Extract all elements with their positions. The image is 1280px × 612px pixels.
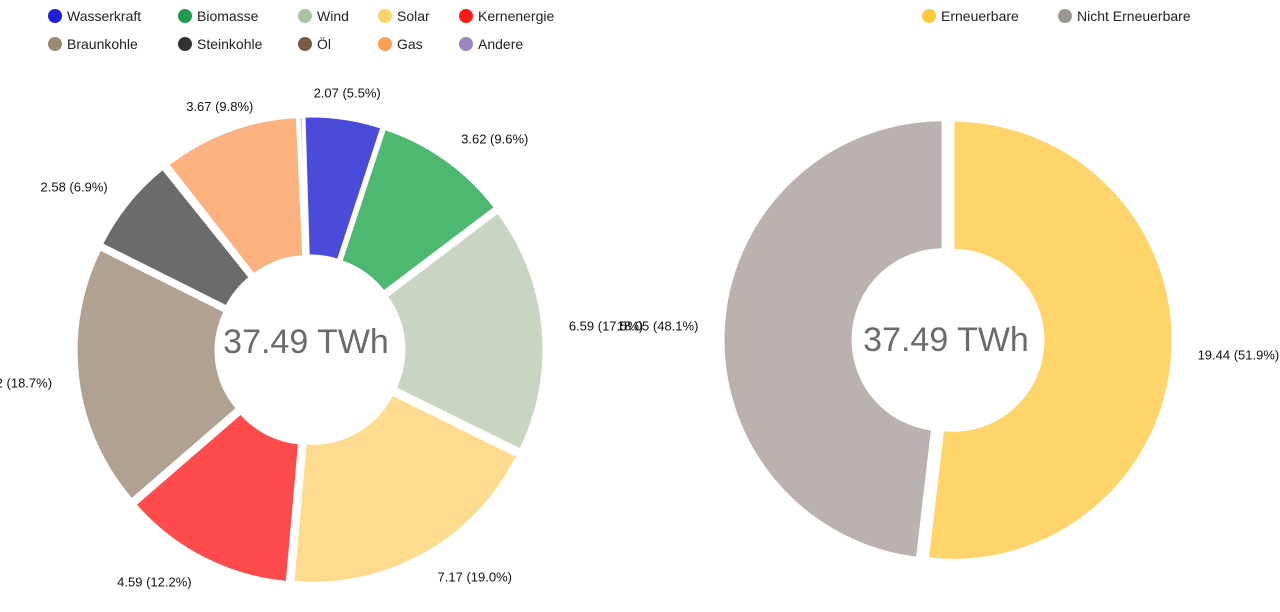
legend-swatch-wind xyxy=(298,9,312,23)
legend-label-andere: Andere xyxy=(478,36,523,52)
legend-item-nicht-erneuerbare[interactable]: Nicht Erneuerbare xyxy=(1058,8,1191,24)
center-total-label-right: 37.49 TWh xyxy=(863,321,1029,359)
legend-label-braunkohle: Braunkohle xyxy=(67,36,138,52)
slice-nicht-erneuerbare[interactable] xyxy=(721,118,945,560)
legend-item-oel[interactable]: Öl xyxy=(298,35,331,52)
legend-swatch-nicht-erneuerbare xyxy=(1058,9,1072,23)
slice-label-kernenergie: 4.59 (12.2%) xyxy=(117,574,191,589)
slice-label-steinkohle: 2.58 (6.9%) xyxy=(41,180,108,195)
legend-label-oel: Öl xyxy=(317,35,331,52)
slice-oel[interactable] xyxy=(162,163,254,279)
legend-swatch-braunkohle xyxy=(48,37,62,51)
legend-swatch-biomasse xyxy=(178,9,192,23)
slice-braunkohle[interactable] xyxy=(74,247,240,502)
slice-label-biomasse: 3.62 (9.6%) xyxy=(461,131,528,146)
legend-swatch-solar xyxy=(378,9,392,23)
slice-gas[interactable] xyxy=(166,115,306,277)
legend-item-solar[interactable]: Solar xyxy=(378,8,430,24)
slice-andere[interactable] xyxy=(297,114,309,258)
slice-label-nicht-erneuerbare: 18.05 (48.1%) xyxy=(617,318,699,333)
legend-item-biomasse[interactable]: Biomasse xyxy=(178,8,259,24)
legend-swatch-erneuerbare xyxy=(922,9,936,23)
legend-item-wind[interactable]: Wind xyxy=(298,8,349,24)
legend-label-steinkohle: Steinkohle xyxy=(197,36,263,52)
legend-item-kernenergie[interactable]: Kernenergie xyxy=(459,8,554,24)
legend-swatch-kernenergie xyxy=(459,9,473,23)
slice-label-wind: 6.59 (17.5%) xyxy=(569,318,643,333)
legend-label-nicht-erneuerbare: Nicht Erneuerbare xyxy=(1077,8,1191,24)
slice-label-braunkohle: 7.02 (18.7%) xyxy=(0,375,52,390)
donut-chart-energy-sources[interactable]: 2.07 (5.5%) 3.62 (9.6%) 6.59 (17.5%) 7.17 (… xyxy=(0,86,643,590)
slice-label-solar: 7.17 (19.0%) xyxy=(438,570,512,585)
legend-label-gas: Gas xyxy=(397,36,423,52)
legend-swatch-andere xyxy=(459,37,473,51)
legend-label-erneuerbare: Erneuerbare xyxy=(941,8,1019,24)
slice-label-gas: 3.67 (9.8%) xyxy=(186,99,253,114)
legend-item-wasserkraft[interactable]: Wasserkraft xyxy=(48,8,141,24)
center-total-label-left: 37.49 TWh xyxy=(223,323,389,361)
slice-kernenergie[interactable] xyxy=(133,411,302,584)
slice-wind[interactable] xyxy=(384,210,546,452)
legend-label-solar: Solar xyxy=(397,8,430,24)
legend-energy-sources[interactable]: Wasserkraft Biomasse Wind Solar Kernenergie B… xyxy=(48,8,554,52)
slice-biomasse[interactable] xyxy=(339,126,497,294)
legend-label-wind: Wind xyxy=(317,8,349,24)
legend-item-erneuerbare[interactable]: Erneuerbare xyxy=(922,8,1019,24)
legend-item-andere[interactable]: Andere xyxy=(459,36,523,52)
slice-label-wasserkraft: 2.07 (5.5%) xyxy=(314,86,381,101)
slice-solar[interactable] xyxy=(291,392,520,585)
legend-label-kernenergie: Kernenergie xyxy=(478,8,554,24)
legend-swatch-wasserkraft xyxy=(48,9,62,23)
legend-label-wasserkraft: Wasserkraft xyxy=(67,8,141,24)
legend-swatch-oel xyxy=(298,37,312,51)
slice-label-erneuerbare: 19.44 (51.9%) xyxy=(1198,348,1280,363)
legend-swatch-gas xyxy=(378,37,392,51)
slice-erneuerbare[interactable] xyxy=(925,118,1175,562)
legend-item-braunkohle[interactable]: Braunkohle xyxy=(48,36,138,52)
legend-renewable-split[interactable]: Erneuerbare Nicht Erneuerbare xyxy=(922,8,1191,24)
legend-swatch-steinkohle xyxy=(178,37,192,51)
slice-wasserkraft[interactable] xyxy=(302,114,384,262)
legend-item-steinkohle[interactable]: Steinkohle xyxy=(178,36,263,52)
donut-chart-renewable-split[interactable]: 19.44 (51.9%) 18.05 (48.1%) xyxy=(617,118,1280,562)
legend-label-biomasse: Biomasse xyxy=(197,8,259,24)
legend-item-gas[interactable]: Gas xyxy=(378,36,423,52)
